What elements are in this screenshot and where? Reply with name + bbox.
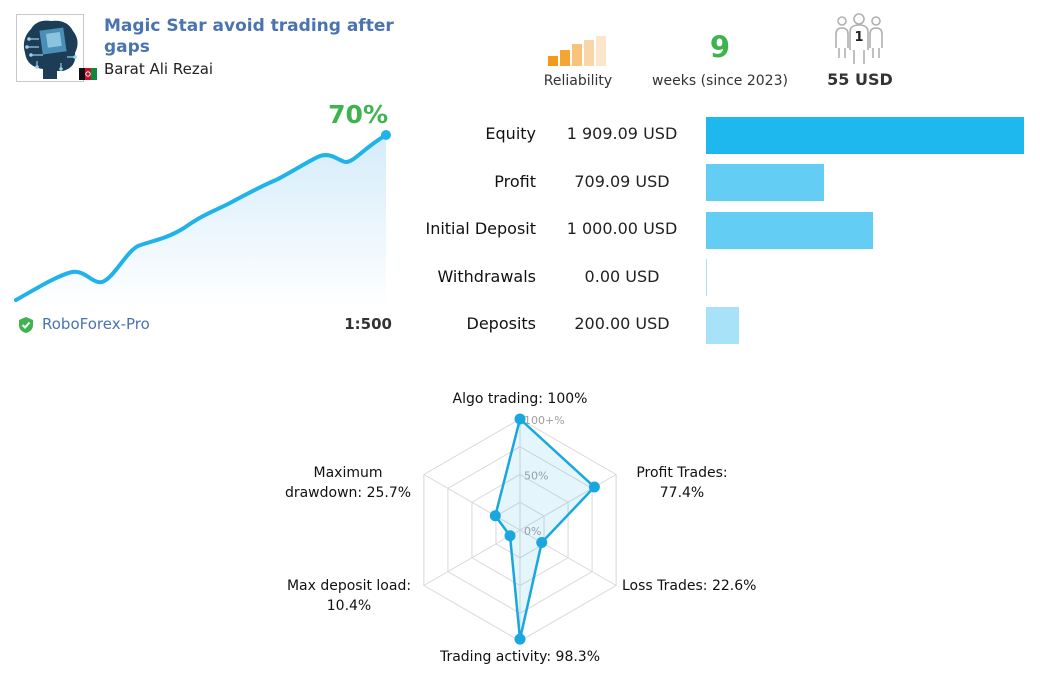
weeks-value: 9 bbox=[709, 30, 731, 64]
radar-label-profit-trades: Profit Trades: 77.4% bbox=[622, 463, 742, 503]
stat-value-withdrawals: 0.00 USD bbox=[584, 267, 660, 286]
radar-spoke bbox=[519, 529, 617, 586]
stat-label-withdrawals: Withdrawals bbox=[437, 267, 536, 286]
growth-line bbox=[14, 133, 388, 302]
radar-label-profit-trades-line2: 77.4% bbox=[659, 485, 705, 501]
growth-percent: 70% bbox=[328, 100, 388, 129]
radar-label-profit-trades-line1: Profit Trades: bbox=[636, 465, 728, 481]
growth-area bbox=[16, 135, 386, 308]
radar-scale-label: 50% bbox=[524, 470, 548, 483]
stat-bar-withdrawals bbox=[706, 259, 707, 296]
verified-shield-icon bbox=[17, 316, 35, 334]
author-name[interactable]: Barat Ali Rezai bbox=[104, 60, 214, 78]
weeks-label: weeks (since 2023) bbox=[652, 73, 788, 89]
radar-point-3 bbox=[514, 633, 526, 645]
afghanistan-flag-icon bbox=[79, 65, 97, 80]
radar-label-trading-activity: Trading activity: 98.3% bbox=[439, 649, 601, 665]
radar-spoke bbox=[519, 474, 617, 531]
signal-avatar[interactable] bbox=[16, 14, 84, 82]
reliability-label: Reliability bbox=[543, 73, 613, 89]
radar-point-0 bbox=[514, 413, 526, 425]
radar-label-max-drawdown-line2: drawdown: 25.7% bbox=[284, 485, 412, 501]
signal-title[interactable]: Magic Star avoid trading after gaps bbox=[104, 16, 394, 57]
radar-label-max-deposit-load: Max deposit load: 10.4% bbox=[280, 576, 418, 616]
radar-point-2 bbox=[536, 537, 548, 549]
radar-label-max-deposit-load-line1: Max deposit load: bbox=[286, 578, 412, 594]
radar-point-1 bbox=[588, 481, 600, 493]
subscribers-icon: 1 bbox=[832, 12, 886, 66]
radar-chart: 100+% 50% 0% Algo trading: 100% Profit Tra… bbox=[260, 380, 780, 680]
radar-point-4 bbox=[504, 530, 516, 542]
stat-label-initial-deposit: Initial Deposit bbox=[425, 219, 536, 238]
stat-label-deposits: Deposits bbox=[466, 314, 537, 333]
radar-label-algo-trading: Algo trading: 100% bbox=[452, 391, 588, 407]
growth-sparkline bbox=[14, 130, 391, 308]
leverage: 1:500 bbox=[344, 315, 392, 333]
stat-value-initial-deposit: 1 000.00 USD bbox=[566, 219, 678, 238]
stat-label-profit: Profit bbox=[494, 172, 536, 191]
radar-scale-label: 0% bbox=[524, 525, 541, 538]
stat-bar-initial-deposit bbox=[706, 212, 873, 249]
stat-value-profit: 709.09 USD bbox=[574, 172, 670, 191]
reliability-bars-icon bbox=[546, 36, 610, 66]
radar-label-max-drawdown-line1: Maximum bbox=[313, 465, 383, 481]
subscription-price: 55 USD bbox=[827, 70, 893, 89]
stat-bar-equity bbox=[706, 117, 1024, 154]
radar-spoke bbox=[423, 529, 521, 586]
stat-bar-deposits bbox=[706, 307, 740, 344]
radar-label-loss-trades: Loss Trades: 22.6% bbox=[622, 578, 757, 594]
radar-scale-label: 100+% bbox=[524, 414, 565, 427]
brain-circuit-icon bbox=[17, 15, 83, 81]
radar-spoke bbox=[423, 474, 521, 531]
stat-label-equity: Equity bbox=[485, 124, 536, 143]
subscribers-count: 1 bbox=[854, 30, 864, 45]
growth-endpoint bbox=[381, 130, 391, 140]
radar-label-max-deposit-load-line2: 10.4% bbox=[326, 598, 372, 614]
stat-value-deposits: 200.00 USD bbox=[574, 314, 670, 333]
stat-bar-profit bbox=[706, 164, 825, 201]
radar-label-max-drawdown: Maximum drawdown: 25.7% bbox=[280, 463, 416, 503]
stat-value-equity: 1 909.09 USD bbox=[566, 124, 678, 143]
radar-point-5 bbox=[489, 510, 501, 522]
broker-link[interactable]: RoboForex-Pro bbox=[42, 315, 150, 333]
